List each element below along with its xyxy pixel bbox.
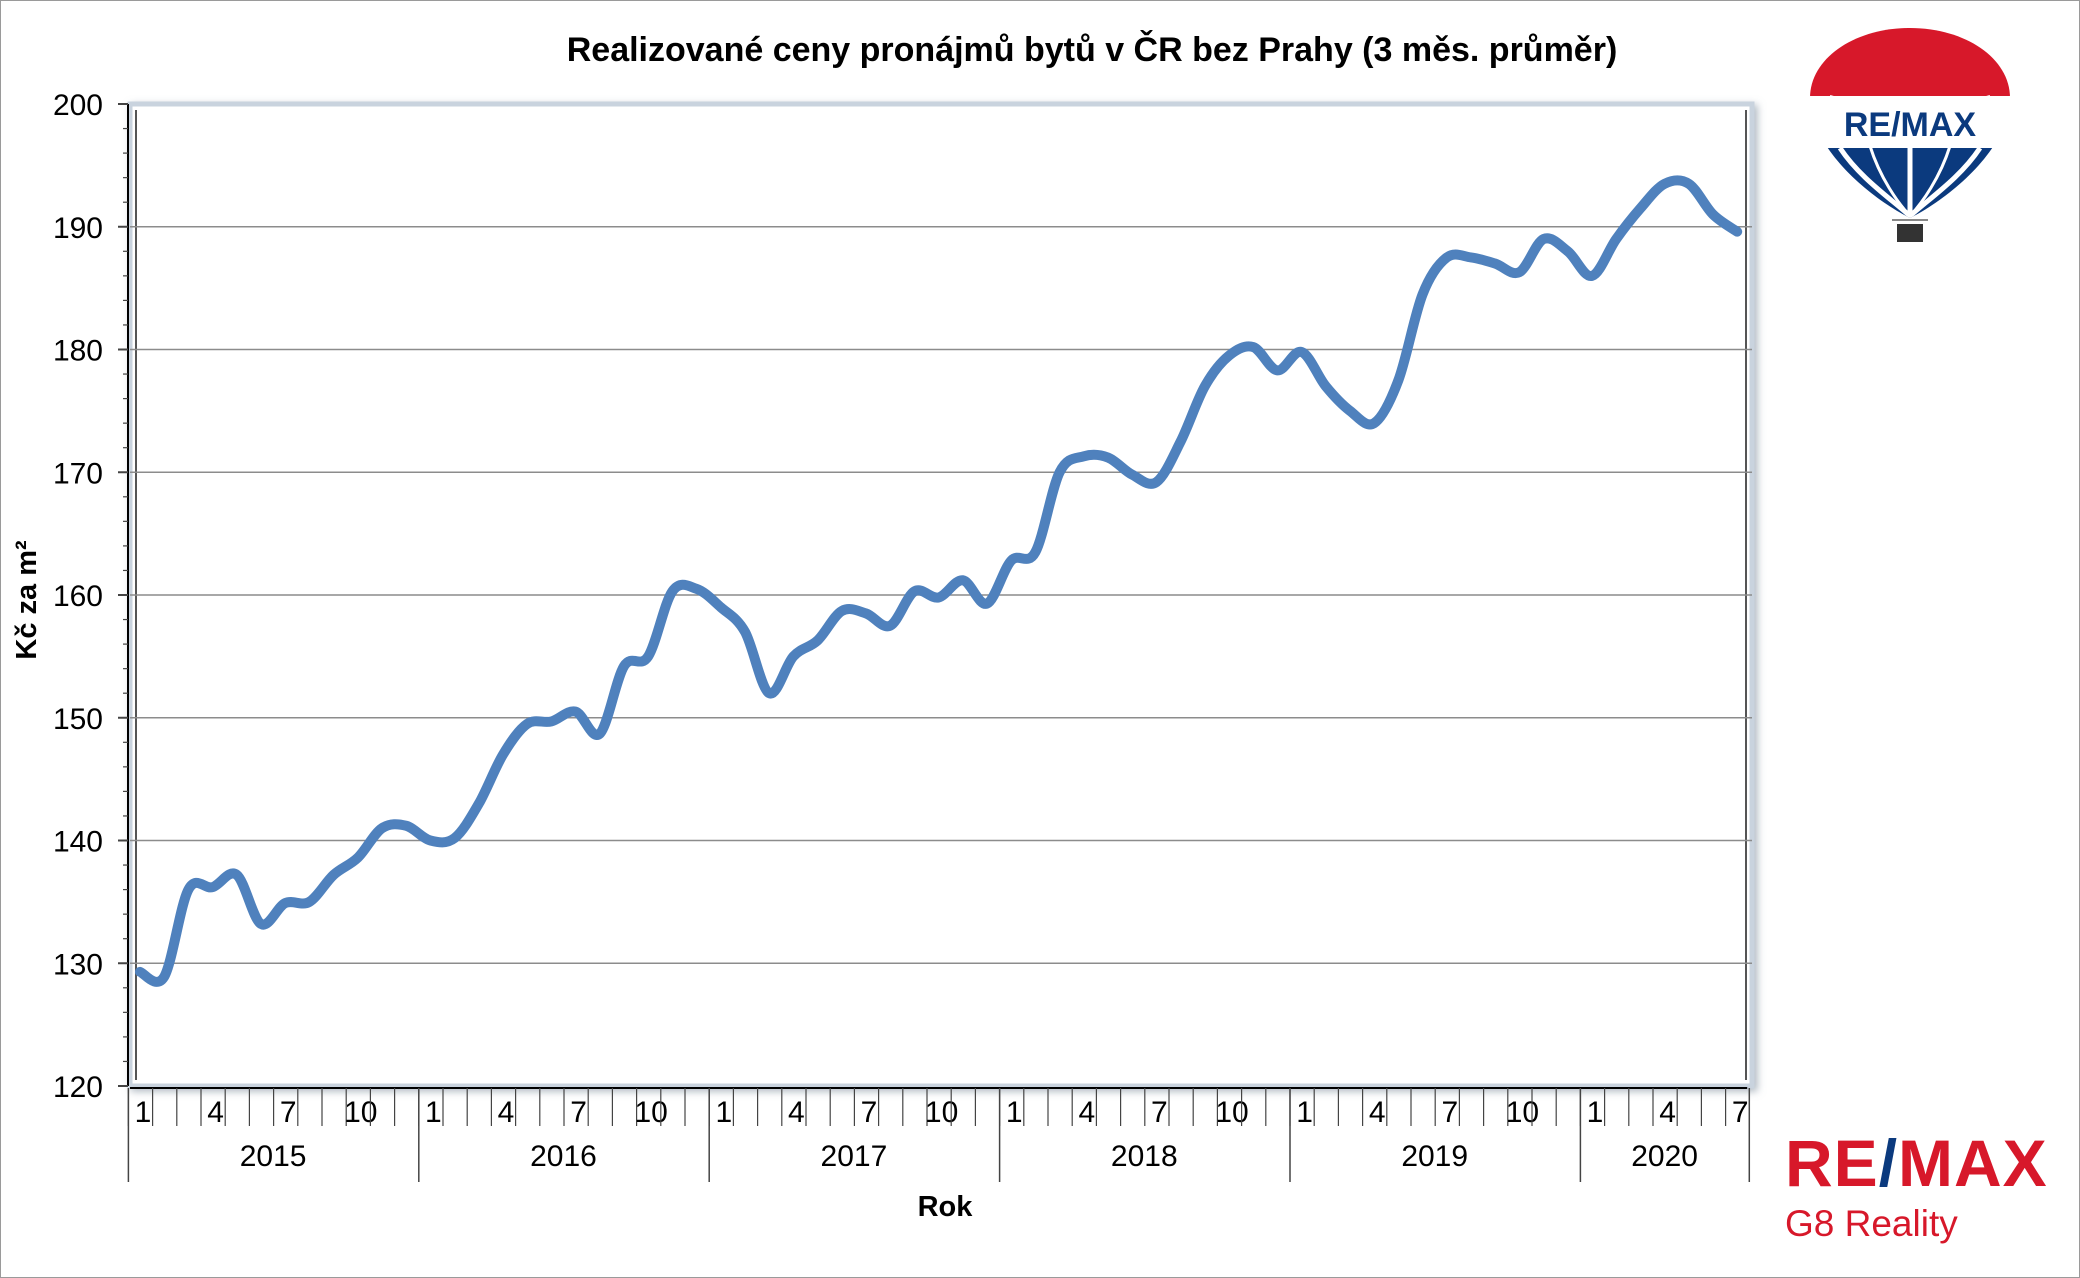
x-year-label: 2018 <box>1111 1140 1178 1173</box>
x-month-label: 4 <box>1369 1096 1386 1129</box>
x-month-label: 7 <box>570 1096 587 1129</box>
brand-slash: / <box>1878 1126 1899 1200</box>
y-tick-label: 140 <box>53 826 103 859</box>
y-tick-label: 120 <box>53 1071 103 1104</box>
x-month-label: 4 <box>498 1096 515 1129</box>
brand-subtitle: G8 Reality <box>1785 1203 1958 1244</box>
y-tick-label: 200 <box>53 89 103 122</box>
brand-re: RE <box>1785 1126 1879 1200</box>
x-year-label: 2020 <box>1631 1140 1698 1173</box>
y-tick-label: 180 <box>53 335 103 368</box>
remax-balloon-logo: RE/MAX <box>1810 28 2010 242</box>
chart-title: Realizované ceny pronájmů bytů v ČR bez … <box>567 30 1618 69</box>
x-month-label: 4 <box>1659 1096 1676 1129</box>
x-year-label: 2015 <box>240 1140 307 1173</box>
x-month-label: 7 <box>280 1096 297 1129</box>
y-tick-label: 190 <box>53 212 103 245</box>
y-tick-label: 150 <box>53 703 103 736</box>
y-axis-title: Kč za m² <box>11 540 43 660</box>
remax-wordmark: RE/MAX <box>1785 1130 2047 1196</box>
x-month-label: 7 <box>1441 1096 1458 1129</box>
brand-max: MAX <box>1898 1126 2048 1200</box>
x-month-label: 10 <box>1506 1096 1539 1129</box>
x-month-label: 10 <box>925 1096 958 1129</box>
x-year-label: 2019 <box>1401 1140 1468 1173</box>
x-month-label: 10 <box>635 1096 668 1129</box>
x-month-label: 10 <box>1215 1096 1248 1129</box>
x-month-label: 1 <box>715 1096 732 1129</box>
x-year-label: 2016 <box>530 1140 597 1173</box>
x-month-label: 1 <box>1587 1096 1604 1129</box>
x-month-label: 1 <box>1006 1096 1023 1129</box>
x-axis-title: Rok <box>918 1191 974 1223</box>
x-month-label: 7 <box>1151 1096 1168 1129</box>
x-month-label: 1 <box>135 1096 152 1129</box>
x-month-label: 10 <box>344 1096 377 1129</box>
x-month-label: 7 <box>1732 1096 1749 1129</box>
remax-g8-logo: RE/MAX G8 Reality <box>1785 1130 2047 1246</box>
balloon-brand-text: RE/MAX <box>1844 106 1977 144</box>
x-month-label: 1 <box>425 1096 442 1129</box>
y-tick-label: 160 <box>53 580 103 613</box>
y-tick-label: 130 <box>53 948 103 981</box>
y-tick-label: 170 <box>53 457 103 490</box>
x-month-label: 4 <box>788 1096 805 1129</box>
x-year-label: 2017 <box>821 1140 888 1173</box>
x-month-label: 7 <box>861 1096 878 1129</box>
x-month-label: 1 <box>1296 1096 1313 1129</box>
x-month-label: 4 <box>1078 1096 1095 1129</box>
x-month-label: 4 <box>207 1096 224 1129</box>
